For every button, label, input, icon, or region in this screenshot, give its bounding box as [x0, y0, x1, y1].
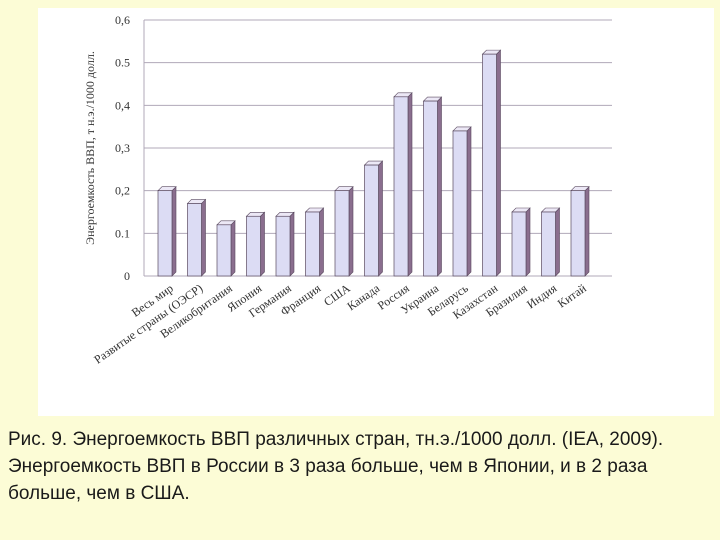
y-tick-label: 0,4 — [115, 98, 130, 112]
bar-group — [275, 211, 295, 277]
bar-side — [289, 211, 295, 277]
bar-side — [201, 198, 206, 277]
bar — [452, 130, 468, 277]
bar-group — [186, 198, 207, 277]
bar-side — [348, 185, 354, 277]
y-tick-labels: 0 0.1 0,2 0,3 0,4 0.5 0,6 — [115, 13, 130, 283]
y-tick-label: 0.5 — [115, 56, 130, 70]
bar-group — [216, 220, 236, 277]
bar — [305, 211, 320, 277]
bar-side — [230, 220, 236, 277]
bar-group — [422, 96, 443, 277]
bar — [482, 53, 497, 277]
bar-group — [393, 92, 413, 277]
bar — [275, 215, 291, 277]
y-tick-label: 0,3 — [115, 141, 130, 155]
bar — [570, 190, 586, 277]
bar-side — [378, 160, 383, 277]
bar-group — [511, 207, 531, 277]
bar-group — [540, 207, 561, 277]
bar-group — [481, 49, 502, 277]
x-tick-label: Китай — [555, 281, 589, 311]
bar-group — [334, 185, 354, 277]
figure-caption: Рис. 9. Энергоемкость ВВП различных стра… — [8, 429, 664, 504]
bar-group — [363, 160, 384, 277]
bar — [157, 190, 173, 277]
bar-group — [304, 207, 325, 277]
bar — [216, 224, 232, 277]
bar-group — [245, 211, 266, 277]
bar-side — [260, 211, 265, 277]
bar — [364, 164, 379, 277]
bar — [423, 100, 438, 277]
bar-side — [171, 185, 177, 277]
bar-group — [452, 126, 472, 277]
bar-side — [584, 185, 590, 277]
y-tick-label: 0,6 — [115, 13, 130, 27]
chart-panel: 0 0.1 0,2 0,3 0,4 0.5 0,6 Весь мир Развитые стр… — [38, 8, 714, 416]
y-tick-label: 0 — [124, 269, 130, 283]
y-tick-label: 0,2 — [115, 184, 130, 198]
bar-side — [496, 49, 501, 277]
bars — [157, 49, 590, 277]
y-tick-label: 0.1 — [115, 226, 130, 240]
bar-side — [437, 96, 442, 277]
x-tick-label: Канада — [344, 281, 382, 314]
bar-side — [466, 126, 472, 277]
bar — [511, 211, 527, 277]
bar — [393, 96, 409, 277]
bar — [541, 211, 556, 277]
bar — [246, 215, 261, 277]
bar-side — [319, 207, 324, 277]
bar — [187, 203, 202, 277]
bar-side — [525, 207, 531, 277]
x-tick-label: Индия — [524, 281, 560, 312]
bar-side — [407, 92, 413, 277]
bar — [334, 190, 350, 277]
bar-group — [157, 185, 177, 277]
y-axis-label: Энергоемкость ВВП, т н.э./1000 долл. — [83, 51, 97, 245]
bar-group — [570, 185, 590, 277]
bar-side — [555, 207, 560, 277]
